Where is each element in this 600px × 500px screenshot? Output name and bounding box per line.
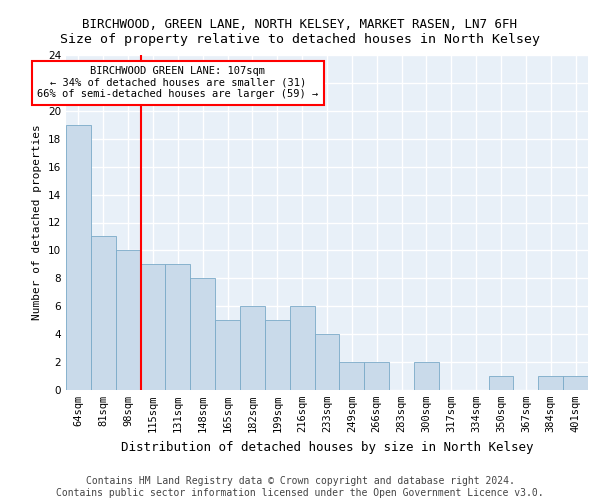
Bar	[414, 362, 439, 390]
Bar	[140, 264, 166, 390]
Bar	[488, 376, 514, 390]
Bar	[215, 320, 240, 390]
Bar	[290, 306, 314, 390]
Bar	[314, 334, 340, 390]
Bar	[538, 376, 563, 390]
Text: BIRCHWOOD, GREEN LANE, NORTH KELSEY, MARKET RASEN, LN7 6FH: BIRCHWOOD, GREEN LANE, NORTH KELSEY, MAR…	[83, 18, 517, 30]
Bar	[116, 250, 140, 390]
Bar	[190, 278, 215, 390]
Y-axis label: Number of detached properties: Number of detached properties	[32, 124, 43, 320]
Bar	[340, 362, 364, 390]
Bar	[91, 236, 116, 390]
Text: Size of property relative to detached houses in North Kelsey: Size of property relative to detached ho…	[60, 32, 540, 46]
Bar	[265, 320, 290, 390]
Bar	[66, 125, 91, 390]
Bar	[166, 264, 190, 390]
Bar	[364, 362, 389, 390]
Text: BIRCHWOOD GREEN LANE: 107sqm
← 34% of detached houses are smaller (31)
66% of se: BIRCHWOOD GREEN LANE: 107sqm ← 34% of de…	[37, 66, 319, 100]
Bar	[563, 376, 588, 390]
Bar	[240, 306, 265, 390]
X-axis label: Distribution of detached houses by size in North Kelsey: Distribution of detached houses by size …	[121, 440, 533, 454]
Text: Contains HM Land Registry data © Crown copyright and database right 2024.
Contai: Contains HM Land Registry data © Crown c…	[56, 476, 544, 498]
